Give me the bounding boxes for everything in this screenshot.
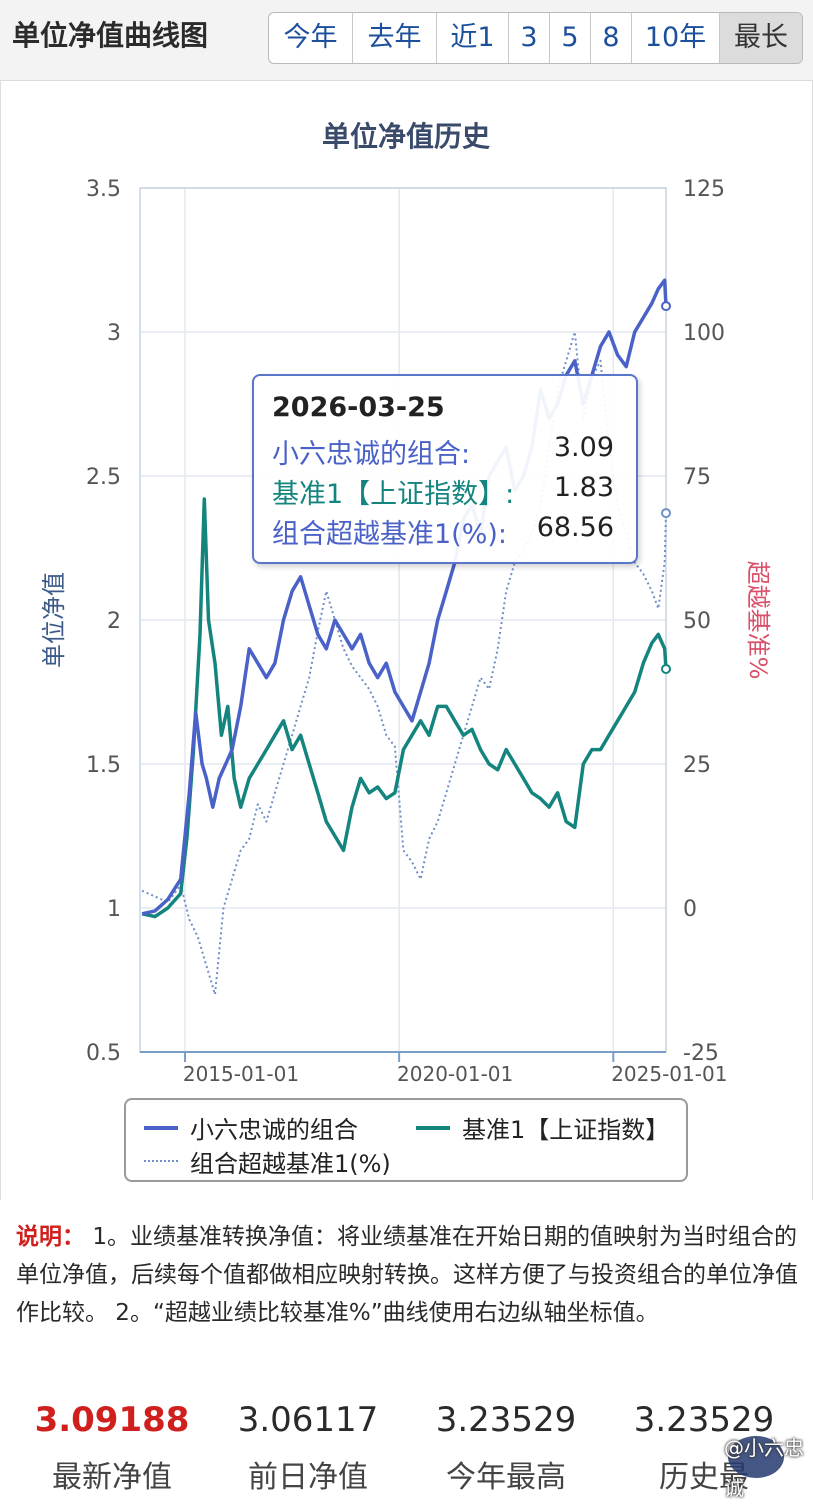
stat-previous-nav: 3.06117 前日净值 xyxy=(208,1398,408,1496)
x-tick-label: 2025-01-01 xyxy=(611,1062,727,1086)
legend-line-excess xyxy=(144,1160,178,1162)
tooltip-row-benchmark: 基准1【上证指数】: 1.83 xyxy=(272,472,614,510)
stat-year-high: 3.23529 今年最高 xyxy=(406,1398,606,1496)
y-left-tick-label: 3.5 xyxy=(86,177,121,202)
tooltip-label-portfolio: 小六忠诚的组合: xyxy=(272,439,471,470)
y-left-tick-label: 2 xyxy=(107,609,121,634)
y-right-tick-label: 25 xyxy=(683,753,711,778)
note-label: 说明： xyxy=(16,1224,85,1250)
range-button-10y[interactable]: 10年 xyxy=(632,13,720,63)
tooltip-label-benchmark: 基准1【上证指数】: xyxy=(272,479,515,510)
chart-tooltip: 2026-03-25 小六忠诚的组合: 3.09 基准1【上证指数】: 1.83… xyxy=(252,374,638,564)
tooltip-value-benchmark: 1.83 xyxy=(553,472,614,503)
range-button-1y[interactable]: 近1 xyxy=(437,13,509,63)
range-button-max[interactable]: 最长 xyxy=(720,13,802,63)
legend-label-portfolio: 小六忠诚的组合 xyxy=(190,1116,358,1144)
x-tick-label: 2020-01-01 xyxy=(397,1062,513,1086)
series-line-benchmark xyxy=(141,497,668,919)
stat-value-all-time-high: 3.23529 xyxy=(633,1400,775,1440)
hover-marker-benchmark xyxy=(661,663,671,674)
hover-marker-portfolio xyxy=(661,301,671,312)
legend-item-portfolio[interactable]: 小六忠诚的组合 xyxy=(144,1110,394,1144)
y-right-tick-label: 0 xyxy=(683,897,697,922)
range-button-8y[interactable]: 8 xyxy=(591,13,632,63)
tooltip-row-portfolio: 小六忠诚的组合: 3.09 xyxy=(272,432,614,470)
hover-marker-excess xyxy=(661,508,671,519)
stat-label-previous: 前日净值 xyxy=(248,1460,368,1495)
stat-value-year-high: 3.23529 xyxy=(435,1400,577,1440)
stat-value-latest: 3.09188 xyxy=(34,1400,190,1440)
chart-title: 单位净值历史 xyxy=(322,120,490,153)
stat-label-year-high: 今年最高 xyxy=(446,1460,566,1495)
legend-item-benchmark[interactable]: 基准1【上证指数】 xyxy=(416,1110,686,1144)
header-bar: 单位净值曲线图 今年 去年 近1 3 5 8 10年 最长 xyxy=(0,0,813,81)
stat-label-latest: 最新净值 xyxy=(52,1460,172,1495)
page-title: 单位净值曲线图 xyxy=(12,19,209,52)
range-button-last-year[interactable]: 去年 xyxy=(353,13,437,63)
y-axis-left-label: 单位净值 xyxy=(40,572,68,668)
chart-legend: 小六忠诚的组合 基准1【上证指数】 组合超越基准1(%) xyxy=(124,1098,688,1182)
explanation-note: 说明： 1。业绩基准转换净值：将业绩基准在开始日期的值映射为当时组合的单位净值，… xyxy=(16,1218,800,1332)
y-right-tick-label: 125 xyxy=(683,177,725,202)
y-left-tick-label: 0.5 xyxy=(86,1041,121,1066)
range-button-5y[interactable]: 5 xyxy=(550,13,591,63)
range-selector: 今年 去年 近1 3 5 8 10年 最长 xyxy=(268,12,803,64)
x-tick-label: 2015-01-01 xyxy=(183,1062,299,1086)
y-left-tick-label: 3 xyxy=(107,321,121,346)
legend-label-excess: 组合超越基准1(%) xyxy=(190,1150,391,1178)
stat-value-previous: 3.06117 xyxy=(237,1400,379,1440)
range-button-3y[interactable]: 3 xyxy=(509,13,550,63)
tooltip-date: 2026-03-25 xyxy=(272,392,445,423)
tooltip-value-portfolio: 3.09 xyxy=(553,432,614,463)
tooltip-value-excess: 68.56 xyxy=(536,512,614,543)
y-left-tick-label: 2.5 xyxy=(86,465,121,490)
y-left-tick-label: 1 xyxy=(107,897,121,922)
y-right-tick-label: -25 xyxy=(683,1041,719,1066)
range-button-this-year[interactable]: 今年 xyxy=(269,13,353,63)
card-left-edge xyxy=(0,80,1,1200)
legend-line-portfolio xyxy=(144,1126,178,1130)
y-left-tick-label: 1.5 xyxy=(86,753,121,778)
y-right-tick-label: 75 xyxy=(683,465,711,490)
tooltip-label-excess: 组合超越基准1(%): xyxy=(272,519,507,550)
watermark-text: @小六忠诚 xyxy=(724,1436,804,1500)
legend-item-excess[interactable]: 组合超越基准1(%) xyxy=(144,1144,444,1178)
nav-history-chart: 单位净值历史 0.5 1 1.5 2 2.5 3 3.5 -25 0 25 50 75 100 125 201… xyxy=(40,120,772,1086)
tooltip-row-excess: 组合超越基准1(%): 68.56 xyxy=(272,512,614,550)
legend-label-benchmark: 基准1【上证指数】 xyxy=(462,1116,670,1144)
y-axis-right-label: 超越基准% xyxy=(744,561,772,680)
stat-latest-nav: 3.09188 最新净值 xyxy=(12,1398,212,1496)
y-right-tick-label: 100 xyxy=(683,321,725,346)
watermark-logo-icon xyxy=(728,1436,784,1478)
note-text: 1。业绩基准转换净值：将业绩基准在开始日期的值映射为当时组合的单位净值，后续每个… xyxy=(16,1224,798,1326)
y-right-tick-label: 50 xyxy=(683,609,711,634)
legend-line-benchmark xyxy=(416,1126,450,1130)
